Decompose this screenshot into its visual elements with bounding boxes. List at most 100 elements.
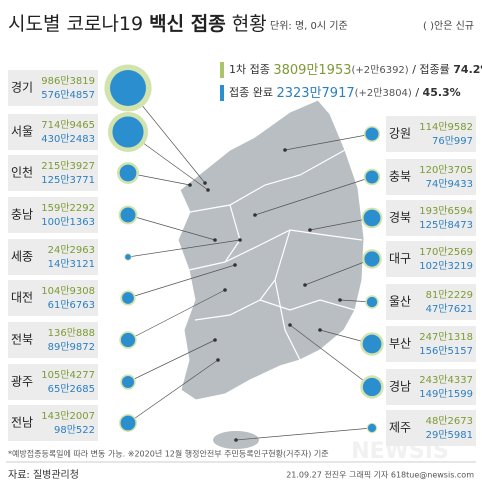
paren-note: ( )안은 신규 bbox=[423, 20, 474, 32]
map-point bbox=[318, 328, 322, 332]
complete-bubble bbox=[122, 292, 134, 304]
leader-line bbox=[254, 176, 373, 216]
map-point bbox=[238, 238, 242, 242]
value-label: 243만4337 bbox=[419, 374, 473, 386]
credit: 21.09.27 전진우 그래픽 기자 618tue@newsis.com bbox=[286, 470, 474, 480]
value-label: 48만2673 bbox=[426, 415, 473, 427]
complete-bubble bbox=[365, 170, 379, 184]
value-label: 149만1599 bbox=[419, 388, 473, 400]
region-box bbox=[386, 241, 476, 277]
complete-bubble bbox=[120, 332, 136, 348]
summary-line: 접종 완료 2323만7917(+2만3804) / 45.3% bbox=[229, 86, 461, 101]
region-name: 부산 bbox=[389, 337, 411, 351]
map-point bbox=[308, 228, 312, 232]
border bbox=[188, 229, 363, 271]
title-end: 현황 bbox=[232, 13, 267, 35]
region-name: 광주 bbox=[11, 375, 33, 389]
region-name: 서울 bbox=[11, 125, 33, 139]
region-box bbox=[8, 280, 98, 316]
value-label: 247만1318 bbox=[419, 331, 473, 343]
summary-new: (+2만3804) bbox=[355, 87, 412, 99]
complete-bubble bbox=[363, 209, 381, 227]
region-name: 세종 bbox=[11, 250, 33, 264]
complete-bubble bbox=[120, 207, 136, 223]
region-name: 대구 bbox=[389, 252, 411, 266]
value-label: 430만2483 bbox=[41, 133, 95, 145]
value-label: 120만3705 bbox=[419, 164, 473, 176]
region-name: 충남 bbox=[11, 208, 33, 222]
region-name: 인천 bbox=[11, 165, 33, 180]
value-label: 104만9308 bbox=[41, 285, 95, 297]
value-label: 76만997 bbox=[432, 135, 473, 147]
complete-bubble bbox=[119, 164, 137, 182]
summary-rate: 45.3% bbox=[423, 86, 461, 99]
region-box bbox=[8, 322, 98, 358]
leader-line bbox=[235, 427, 373, 441]
map-point bbox=[223, 288, 227, 292]
summary-bar bbox=[220, 85, 224, 101]
summary-line: 1차 접종 3809만1953(+2만6392) / 접종률 74.2% bbox=[229, 63, 482, 78]
value-label: 105만4277 bbox=[41, 369, 95, 381]
footnote: *예방접종등록일에 따라 변동 가능. ※2020년 12월 행정안전부 주민등… bbox=[8, 449, 329, 459]
summary-total: 2323만7917 bbox=[276, 86, 354, 101]
value-label: 47만7621 bbox=[426, 303, 473, 315]
map-point bbox=[213, 338, 217, 342]
summary-new: (+2만6392) bbox=[352, 64, 409, 76]
value-label: 170만2569 bbox=[419, 246, 473, 258]
value-label: 215만3927 bbox=[41, 160, 95, 172]
summary-rate-label: / 접종률 bbox=[412, 63, 450, 76]
value-label: 156만5157 bbox=[419, 345, 473, 357]
value-label: 125만3771 bbox=[41, 174, 95, 186]
region-name: 경북 bbox=[389, 211, 411, 225]
leader-line bbox=[284, 133, 373, 151]
border bbox=[259, 299, 356, 311]
summary-label: 접종 완료 bbox=[229, 86, 273, 99]
map-point bbox=[213, 238, 217, 242]
region-name: 대전 bbox=[11, 291, 33, 305]
map-point bbox=[216, 358, 220, 362]
value-label: 61만6763 bbox=[48, 299, 95, 311]
summary-total: 3809만1953 bbox=[273, 63, 351, 78]
map-point bbox=[338, 298, 342, 302]
map-point bbox=[288, 323, 292, 327]
summary-label: 1차 접종 bbox=[229, 63, 270, 76]
leader-line bbox=[127, 214, 216, 241]
region-name: 제주 bbox=[389, 421, 411, 435]
complete-bubble bbox=[120, 415, 136, 431]
map-point bbox=[233, 263, 237, 267]
value-label: 89만9872 bbox=[48, 341, 95, 353]
complete-bubble bbox=[367, 423, 377, 433]
map-point bbox=[303, 283, 307, 287]
value-label: 159만2292 bbox=[41, 202, 95, 214]
map-point bbox=[283, 148, 287, 152]
leader-line bbox=[127, 264, 236, 299]
region-name: 경남 bbox=[389, 380, 411, 394]
leader-line bbox=[304, 258, 373, 286]
summary-rate-label: / bbox=[415, 86, 419, 99]
value-label: 29만5981 bbox=[426, 429, 473, 441]
region-name: 강원 bbox=[389, 127, 411, 141]
region-box bbox=[8, 155, 98, 191]
title-bold: 백신 접종 bbox=[149, 13, 226, 35]
unit-note: 단위: 명, 0시 기준 bbox=[270, 19, 348, 32]
value-label: 24만2963 bbox=[48, 244, 95, 256]
source: 자료: 질병관리청 bbox=[8, 469, 79, 481]
region-box bbox=[386, 410, 476, 446]
map-point bbox=[206, 188, 210, 192]
region-box bbox=[386, 159, 476, 195]
title-start: 시도별 코로나19 bbox=[8, 13, 143, 35]
value-label: 74만9433 bbox=[426, 178, 473, 190]
complete-bubble bbox=[112, 116, 144, 148]
complete-bubble bbox=[366, 296, 378, 308]
value-label: 81만2229 bbox=[426, 289, 473, 301]
region-name: 경기 bbox=[11, 81, 33, 95]
region-box bbox=[386, 284, 476, 320]
map bbox=[177, 99, 365, 449]
region-name: 전남 bbox=[11, 416, 33, 430]
value-label: 98만522 bbox=[54, 424, 95, 436]
leader-line bbox=[127, 289, 226, 341]
leader-line bbox=[289, 324, 373, 388]
complete-bubble bbox=[365, 127, 379, 141]
leader-line bbox=[127, 339, 216, 383]
map-point bbox=[203, 181, 207, 185]
